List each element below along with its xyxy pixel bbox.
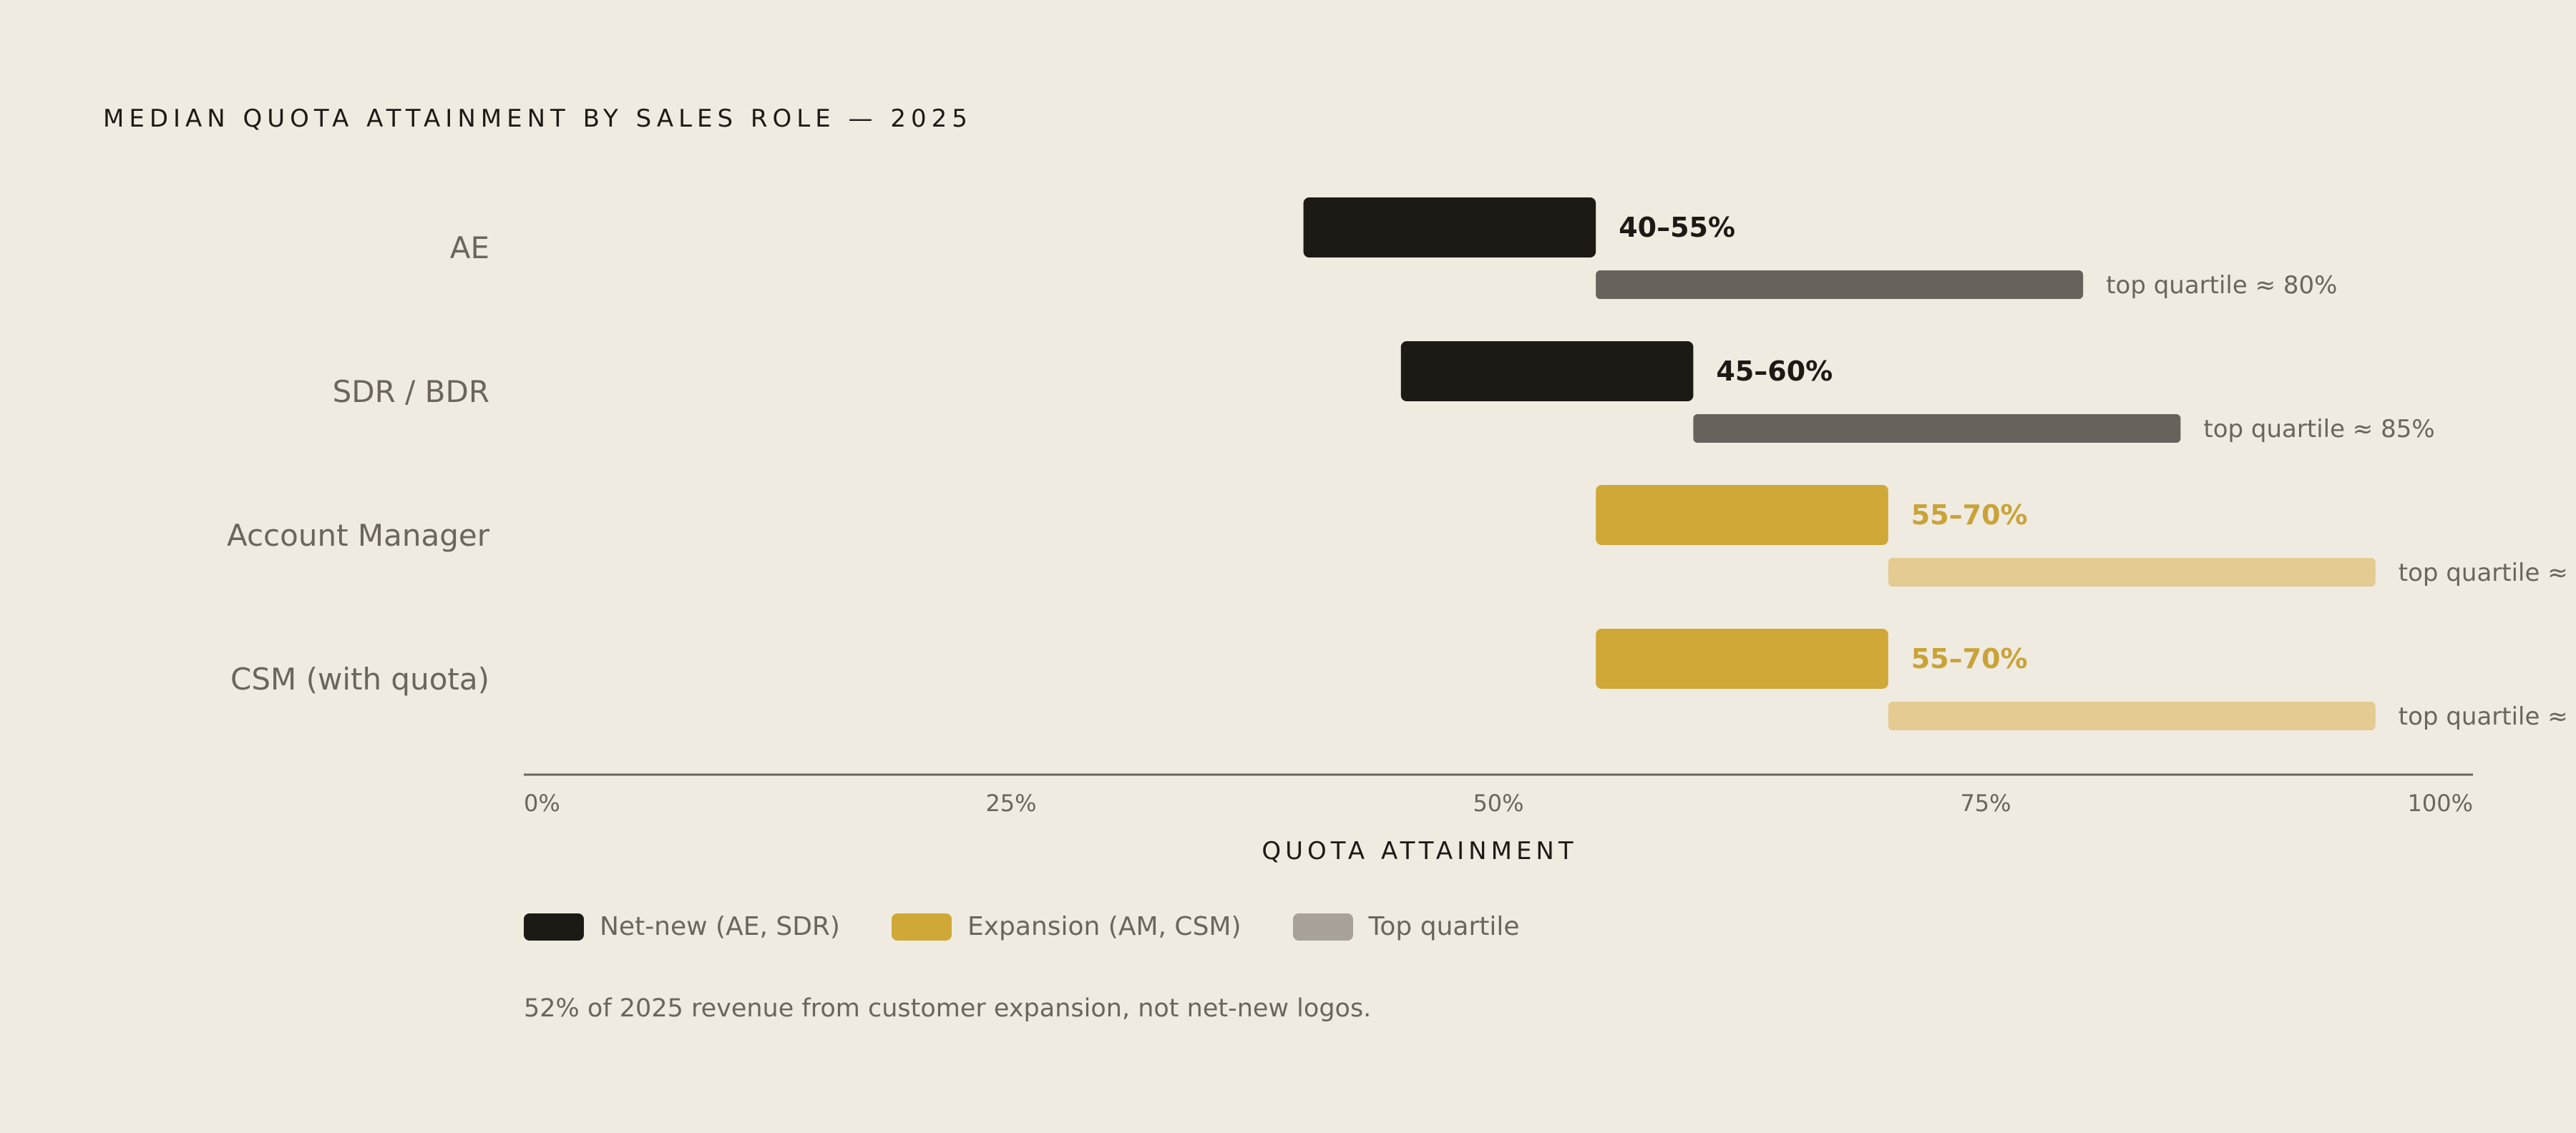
category-label: Account Manager	[227, 518, 490, 553]
range-bar	[1400, 341, 1694, 401]
range-label: 45–60%	[1716, 355, 1833, 387]
top-quartile-label: top quartile ≈ 95%	[2399, 559, 2576, 587]
range-bar	[1596, 485, 1888, 545]
legend-label-top-quartile: Top quartile	[1368, 912, 1520, 941]
top-quartile-label: top quartile ≈ 95%	[2399, 702, 2576, 731]
top-quartile-label: top quartile ≈ 85%	[2203, 415, 2434, 443]
category-label: AE	[450, 230, 489, 265]
range-label: 55–70%	[1911, 643, 2028, 675]
legend-item-expansion: Expansion (AM, CSM)	[891, 912, 1241, 941]
range-label: 40–55%	[1619, 212, 1735, 243]
top-quartile-bar	[1693, 414, 2181, 443]
chart-title: MEDIAN QUOTA ATTAINMENT BY SALES ROLE — …	[103, 104, 972, 133]
top-quartile-bar	[1888, 558, 2376, 587]
category-label: CSM (with quota)	[230, 662, 489, 697]
x-tick-label: 0%	[524, 790, 560, 817]
legend-swatch-expansion	[891, 913, 952, 941]
legend-label-net-new: Net-new (AE, SDR)	[600, 912, 840, 941]
legend-label-expansion: Expansion (AM, CSM)	[967, 912, 1241, 941]
legend-item-top-quartile: Top quartile	[1292, 912, 1520, 941]
legend-swatch-net-new	[524, 913, 584, 941]
x-tick-label: 50%	[1473, 790, 1523, 817]
top-quartile-label: top quartile ≈ 80%	[2106, 271, 2337, 300]
legend: Net-new (AE, SDR) Expansion (AM, CSM) To…	[524, 912, 1571, 941]
bar-chart: AE 40–55% top quartile ≈ 80% SDR / BDR 45–60…	[227, 197, 2576, 865]
x-tick-label: 100%	[2408, 790, 2473, 817]
footnote: 52% of 2025 revenue from customer expans…	[524, 994, 1372, 1023]
legend-swatch-top-quartile	[1292, 913, 1353, 941]
x-tick-label: 25%	[985, 790, 1036, 817]
range-bar	[1303, 197, 1596, 258]
legend-item-net-new: Net-new (AE, SDR)	[524, 912, 840, 941]
x-tick-label: 75%	[1960, 790, 2011, 817]
range-label: 55–70%	[1911, 499, 2028, 531]
top-quartile-bar	[1888, 702, 2376, 730]
x-axis-title: QUOTA ATTAINMENT	[1262, 837, 1577, 865]
range-bar	[1596, 629, 1888, 689]
category-label: SDR / BDR	[333, 374, 489, 409]
top-quartile-bar	[1596, 270, 2084, 299]
